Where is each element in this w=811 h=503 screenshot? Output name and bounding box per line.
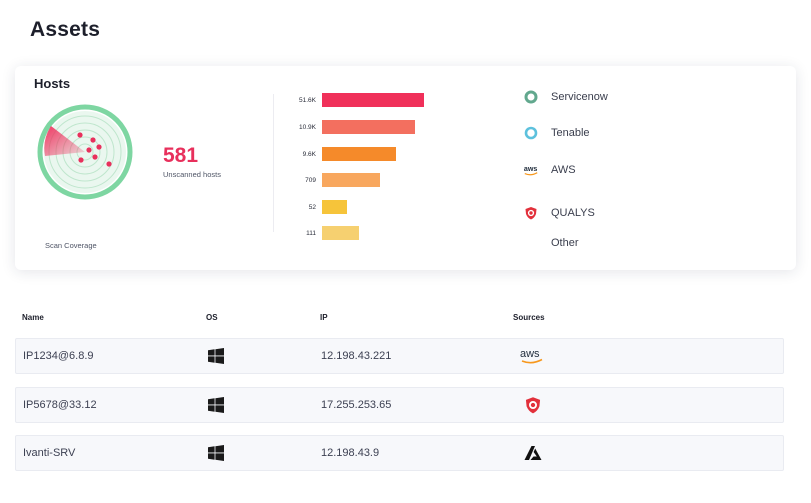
- windows-icon: [208, 445, 224, 461]
- ip-address: 12.198.43.9: [321, 447, 380, 459]
- bar[interactable]: [322, 200, 347, 214]
- source-cell: [524, 436, 542, 470]
- legend-item-qualys[interactable]: QUALYS: [523, 204, 595, 222]
- page-title: Assets: [30, 18, 101, 41]
- host-name: IP1234@6.8.9: [23, 350, 94, 362]
- os-cell: [208, 388, 224, 422]
- bar-value-label: 709: [305, 176, 316, 184]
- legend-item-aws[interactable]: aws AWS: [523, 161, 576, 179]
- host-name: IP5678@33.12: [23, 399, 97, 411]
- table-header: Name OS IP Sources: [15, 313, 796, 327]
- qualys-icon: [523, 205, 539, 221]
- legend-label: QUALYS: [551, 207, 595, 219]
- bar-value-label: 51.6K: [299, 96, 316, 104]
- bar-value-label: 9.6K: [302, 150, 316, 158]
- bar-row[interactable]: 52: [285, 199, 347, 215]
- column-header-name[interactable]: Name: [22, 313, 44, 322]
- bar[interactable]: [322, 173, 380, 187]
- legend-label: Other: [551, 237, 579, 249]
- scan-coverage-label: Scan Coverage: [45, 241, 97, 250]
- bar[interactable]: [322, 226, 359, 240]
- servicenow-icon: [523, 89, 539, 105]
- aws-icon: aws: [520, 348, 543, 364]
- bar[interactable]: [322, 93, 424, 107]
- legend-label: AWS: [551, 164, 576, 176]
- source-cell: aws: [519, 339, 547, 373]
- card-title: Hosts: [34, 76, 71, 91]
- bar-value-label: 52: [308, 203, 316, 211]
- host-sources-bar-chart: 51.6K 10.9K 9.6K 709 52 111: [285, 90, 475, 250]
- svg-text:aws: aws: [520, 348, 540, 360]
- ip-address: 17.255.253.65: [321, 399, 392, 411]
- bar-row[interactable]: 111: [285, 225, 359, 241]
- column-header-sources[interactable]: Sources: [513, 313, 545, 322]
- legend-label: Servicenow: [551, 91, 608, 103]
- sources-legend: Servicenow Tenable aws AWS: [523, 82, 683, 252]
- legend-label: Tenable: [551, 127, 590, 139]
- unscanned-count: 581: [163, 144, 199, 167]
- legend-item-tenable[interactable]: Tenable: [523, 124, 590, 142]
- divider: [273, 94, 274, 232]
- table-row[interactable]: IP1234@6.8.9 12.198.43.221 aws: [15, 338, 784, 374]
- bar-row[interactable]: 51.6K: [285, 92, 424, 108]
- svg-text:aws: aws: [524, 165, 537, 173]
- os-cell: [208, 339, 224, 373]
- ip-address: 12.198.43.221: [321, 350, 392, 362]
- table-row[interactable]: IP5678@33.12 17.255.253.65: [15, 387, 784, 423]
- source-cell: [524, 388, 542, 422]
- column-header-os[interactable]: OS: [206, 313, 218, 322]
- legend-item-other[interactable]: Other: [523, 234, 579, 252]
- os-cell: [208, 436, 224, 470]
- table-row[interactable]: Ivanti-SRV 12.198.43.9: [15, 435, 784, 471]
- host-name: Ivanti-SRV: [23, 447, 76, 459]
- hosts-card: Hosts 581 Unscanned hosts Scan Coverage …: [15, 66, 796, 270]
- qualys-icon: [525, 397, 541, 414]
- other-source-placeholder: [523, 235, 539, 251]
- bar-row[interactable]: 10.9K: [285, 119, 415, 135]
- bar[interactable]: [322, 120, 415, 134]
- unscanned-label: Unscanned hosts: [163, 170, 221, 179]
- bar[interactable]: [322, 147, 396, 161]
- bar-value-label: 111: [306, 229, 316, 237]
- windows-icon: [208, 397, 224, 413]
- scan-coverage-radar: [37, 104, 133, 200]
- tenable-icon: [523, 125, 539, 141]
- azure-icon: [524, 446, 542, 460]
- aws-icon: aws: [523, 162, 539, 178]
- legend-item-servicenow[interactable]: Servicenow: [523, 88, 608, 106]
- column-header-ip[interactable]: IP: [320, 313, 328, 322]
- bar-value-label: 10.9K: [299, 123, 316, 131]
- bar-row[interactable]: 709: [285, 172, 380, 188]
- bar-row[interactable]: 9.6K: [285, 146, 396, 162]
- windows-icon: [208, 348, 224, 364]
